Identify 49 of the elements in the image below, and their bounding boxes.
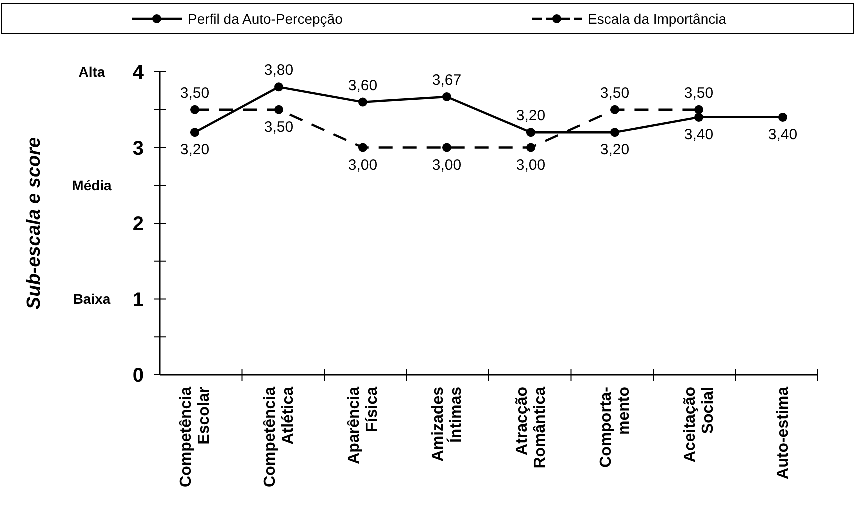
legend-label: Escala da Importância [588, 11, 727, 27]
x-tick-label: Aceitação Social [682, 386, 717, 463]
point [442, 92, 452, 102]
data-label: 3,80 [264, 62, 294, 80]
point [358, 98, 368, 107]
data-label: 3,00 [432, 156, 462, 174]
x-tick-label: Competência Atlética [262, 386, 297, 488]
point [358, 143, 368, 152]
data-label: 3,50 [600, 84, 630, 102]
point [526, 128, 536, 138]
point [274, 105, 284, 114]
x-tick-label: Aparência Física [346, 386, 381, 464]
x-tick-label: Amizades Íntimas [430, 386, 465, 462]
point [274, 82, 284, 92]
y-tick-label: 0 [132, 365, 144, 387]
legend-label: Perfil da Auto-Percepção [188, 11, 344, 27]
text: Alta [78, 64, 106, 80]
data-label: 3,67 [432, 72, 462, 89]
y-axis-title: Sub-escala e score [24, 136, 45, 310]
data-label: 3,00 [516, 156, 546, 174]
x-tick-label: Competência Escolar [178, 386, 213, 488]
y-tick-label: 4 [132, 62, 145, 84]
x-tick-label: Atracção Romântica [514, 386, 549, 469]
point [610, 128, 620, 138]
data-label: 3,20 [180, 142, 210, 159]
y-tick-label: 3 [132, 138, 144, 160]
data-label: 3,40 [684, 126, 714, 144]
data-label: 3,60 [348, 77, 378, 94]
x-tick-label: Comporta- mento [598, 386, 633, 468]
data-label: 3,50 [180, 84, 210, 102]
text: Baixa [73, 291, 111, 308]
point [442, 143, 452, 152]
data-label: 3,20 [516, 108, 546, 125]
point [190, 105, 200, 114]
data-label: 3,50 [264, 118, 294, 136]
data-label: 3,20 [600, 142, 630, 159]
data-label: 3,40 [768, 126, 798, 144]
point [526, 143, 536, 152]
y-tick-label: 2 [132, 214, 144, 236]
data-label: 3,50 [684, 84, 714, 102]
point [694, 112, 704, 122]
point [190, 128, 200, 138]
x-tick-label: Auto-estima [775, 386, 792, 480]
y-tick-label: 1 [132, 289, 144, 312]
point [694, 105, 704, 114]
point [610, 105, 620, 114]
text: Média [72, 178, 112, 194]
data-label: 3,00 [348, 156, 378, 174]
point [778, 112, 788, 122]
